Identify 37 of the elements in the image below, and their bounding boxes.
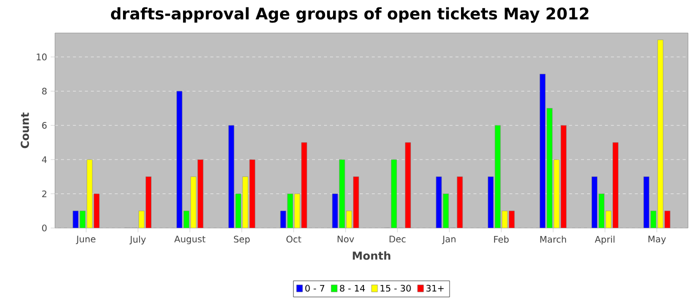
x-tick-label: Sep bbox=[234, 236, 250, 244]
y-axis-title: Count bbox=[20, 112, 29, 148]
bar bbox=[554, 159, 560, 228]
y-tick-label: 6 bbox=[42, 122, 47, 129]
chart-title: drafts-approval Age groups of open tickets May 2012 bbox=[110, 7, 588, 23]
x-tick-label: August bbox=[174, 236, 206, 244]
bar bbox=[176, 91, 182, 228]
x-tick-label: July bbox=[129, 236, 146, 244]
y-tick-label: 4 bbox=[42, 156, 47, 163]
x-tick-label: May bbox=[648, 236, 666, 244]
x-tick-label: Oct bbox=[286, 236, 302, 243]
legend-label: 0 - 7 bbox=[305, 284, 324, 292]
x-tick-label: June bbox=[76, 236, 96, 244]
bar bbox=[546, 108, 553, 228]
legend-label: 31+ bbox=[426, 284, 444, 292]
y-tick-label: 8 bbox=[42, 88, 47, 95]
bar bbox=[86, 159, 93, 228]
y-tick-label: 0 bbox=[42, 224, 47, 232]
bar bbox=[391, 159, 397, 228]
y-tick-label: 10 bbox=[36, 54, 47, 60]
bar bbox=[612, 142, 618, 228]
x-tick-label: Nov bbox=[338, 236, 354, 242]
bar bbox=[405, 142, 411, 228]
bar bbox=[339, 159, 345, 228]
y-tick-label: 2 bbox=[42, 190, 46, 198]
bar bbox=[198, 159, 204, 228]
x-tick-label: Feb bbox=[494, 236, 509, 243]
x-tick-label: Dec bbox=[390, 236, 406, 242]
bar bbox=[657, 40, 664, 228]
bar bbox=[540, 74, 546, 228]
x-tick-label: Jan bbox=[442, 236, 456, 244]
x-tick-label: April bbox=[594, 236, 614, 244]
x-axis-title: Month bbox=[352, 251, 390, 260]
legend-label: 8 - 14 bbox=[340, 284, 365, 292]
bar bbox=[560, 125, 567, 228]
x-tick-label: March bbox=[540, 236, 566, 243]
legend-label: 15 - 30 bbox=[380, 284, 411, 292]
